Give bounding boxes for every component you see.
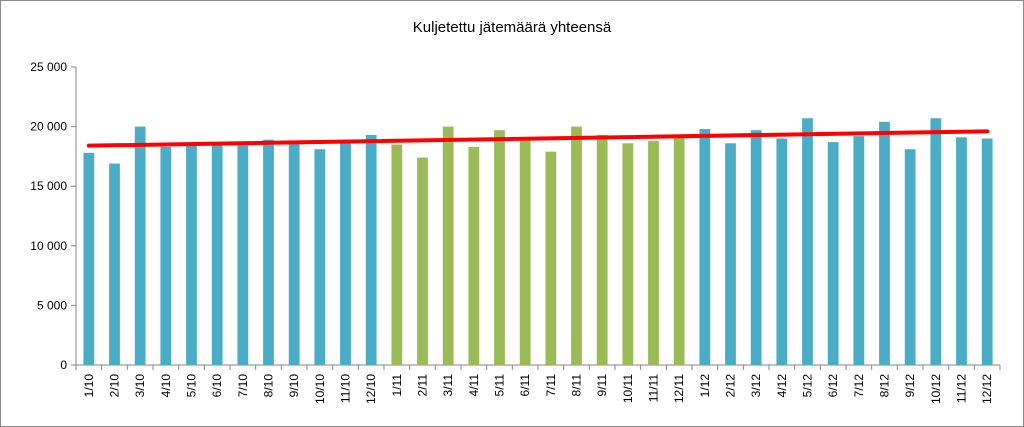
x-tick-label: 8/12: [878, 374, 892, 398]
y-axis: 0 5 000 10 000 15 000 20 000 25 000: [30, 60, 77, 372]
bar: [545, 151, 557, 365]
x-tick-label: 11/12: [955, 374, 969, 403]
x-tick-label: 11/11: [647, 374, 661, 403]
x-tick-label: 7/10: [236, 374, 250, 398]
bar: [340, 142, 351, 365]
x-tick-label: 6/10: [210, 374, 224, 398]
x-tick-label: 2/11: [416, 374, 430, 397]
bar: [365, 134, 377, 365]
bar: [853, 136, 865, 365]
bar: [827, 142, 839, 365]
bar: [622, 143, 634, 365]
x-tick-label: 2/12: [724, 374, 738, 398]
bar: [571, 126, 582, 365]
x-tick-label: 5/10: [185, 374, 199, 398]
bar: [314, 149, 326, 365]
y-tick-label: 25 000: [30, 60, 67, 74]
bar: [596, 134, 608, 365]
x-tick-label: 10/12: [929, 374, 943, 404]
bar: [776, 138, 788, 365]
bar: [417, 157, 428, 365]
bar: [160, 146, 172, 365]
bar: [442, 126, 454, 365]
x-tick-label: 5/11: [493, 374, 507, 397]
x-tick-label: 6/11: [518, 374, 532, 397]
y-tick-label: 10 000: [30, 239, 67, 253]
bar: [750, 130, 762, 365]
x-tick-label: 5/12: [801, 374, 815, 398]
bar: [134, 126, 146, 365]
bar: [930, 118, 942, 365]
trendline: [86, 129, 990, 148]
x-tick-label: 4/11: [467, 374, 481, 397]
x-tick-label: 10/11: [621, 374, 635, 403]
x-tick-label: 3/12: [749, 374, 763, 398]
bar: [648, 140, 659, 365]
trendline-group: [86, 129, 990, 148]
x-tick-label: 1/10: [82, 374, 96, 398]
bar: [468, 146, 480, 365]
y-tick-label: 20 000: [30, 120, 67, 134]
bar: [391, 144, 403, 365]
x-tick-label: 9/11: [595, 374, 609, 397]
x-tick-label: 4/12: [775, 374, 789, 398]
y-tick-label: 15 000: [30, 179, 67, 193]
x-tick-label: 9/12: [903, 374, 917, 398]
bar: [904, 149, 916, 365]
x-tick-label: 8/11: [570, 374, 584, 397]
chart-title: Kuljetettu jätemäärä yhteensä: [412, 19, 612, 36]
bar: [725, 143, 736, 365]
x-tick-label: 4/10: [159, 374, 173, 398]
x-tick-label: 6/12: [826, 374, 840, 398]
bar: [494, 130, 505, 365]
bar: [673, 137, 685, 365]
y-tick-label: 5 000: [37, 298, 67, 312]
bar: [879, 121, 890, 365]
bar: [263, 139, 274, 365]
x-tick-label: 10/10: [313, 374, 327, 404]
bar: [956, 137, 967, 365]
x-tick-label: 3/11: [441, 374, 455, 397]
bar: [211, 144, 223, 365]
x-tick-label: 1/12: [698, 374, 712, 398]
bar: [186, 145, 197, 365]
bar: [83, 152, 95, 365]
x-tick-label: 12/10: [364, 374, 378, 404]
x-tick-label: 7/11: [544, 374, 558, 397]
x-tick-label: 8/10: [262, 374, 276, 398]
bar: [109, 163, 120, 365]
x-tick-label: 1/11: [390, 374, 404, 397]
x-tick-label: 11/10: [339, 374, 353, 403]
x-tick-label: 7/12: [852, 374, 866, 398]
bar-series: [83, 118, 993, 365]
x-axis: 1/10 2/10 3/10 4/10 5/10 6/10 7/10 8/10 9/10 10/1…: [75, 364, 1001, 404]
x-tick-label: 2/10: [108, 374, 122, 398]
bar: [699, 128, 711, 365]
bar: [237, 144, 249, 365]
bar: [802, 118, 813, 365]
bar: [519, 139, 531, 365]
x-tick-label: 3/10: [133, 374, 147, 398]
x-tick-label: 12/12: [980, 374, 994, 404]
bar: [981, 138, 993, 365]
y-tick-label: 0: [60, 358, 67, 372]
x-tick-label: 9/10: [287, 374, 301, 398]
x-tick-label: 12/11: [672, 374, 686, 403]
bar: [288, 140, 300, 365]
